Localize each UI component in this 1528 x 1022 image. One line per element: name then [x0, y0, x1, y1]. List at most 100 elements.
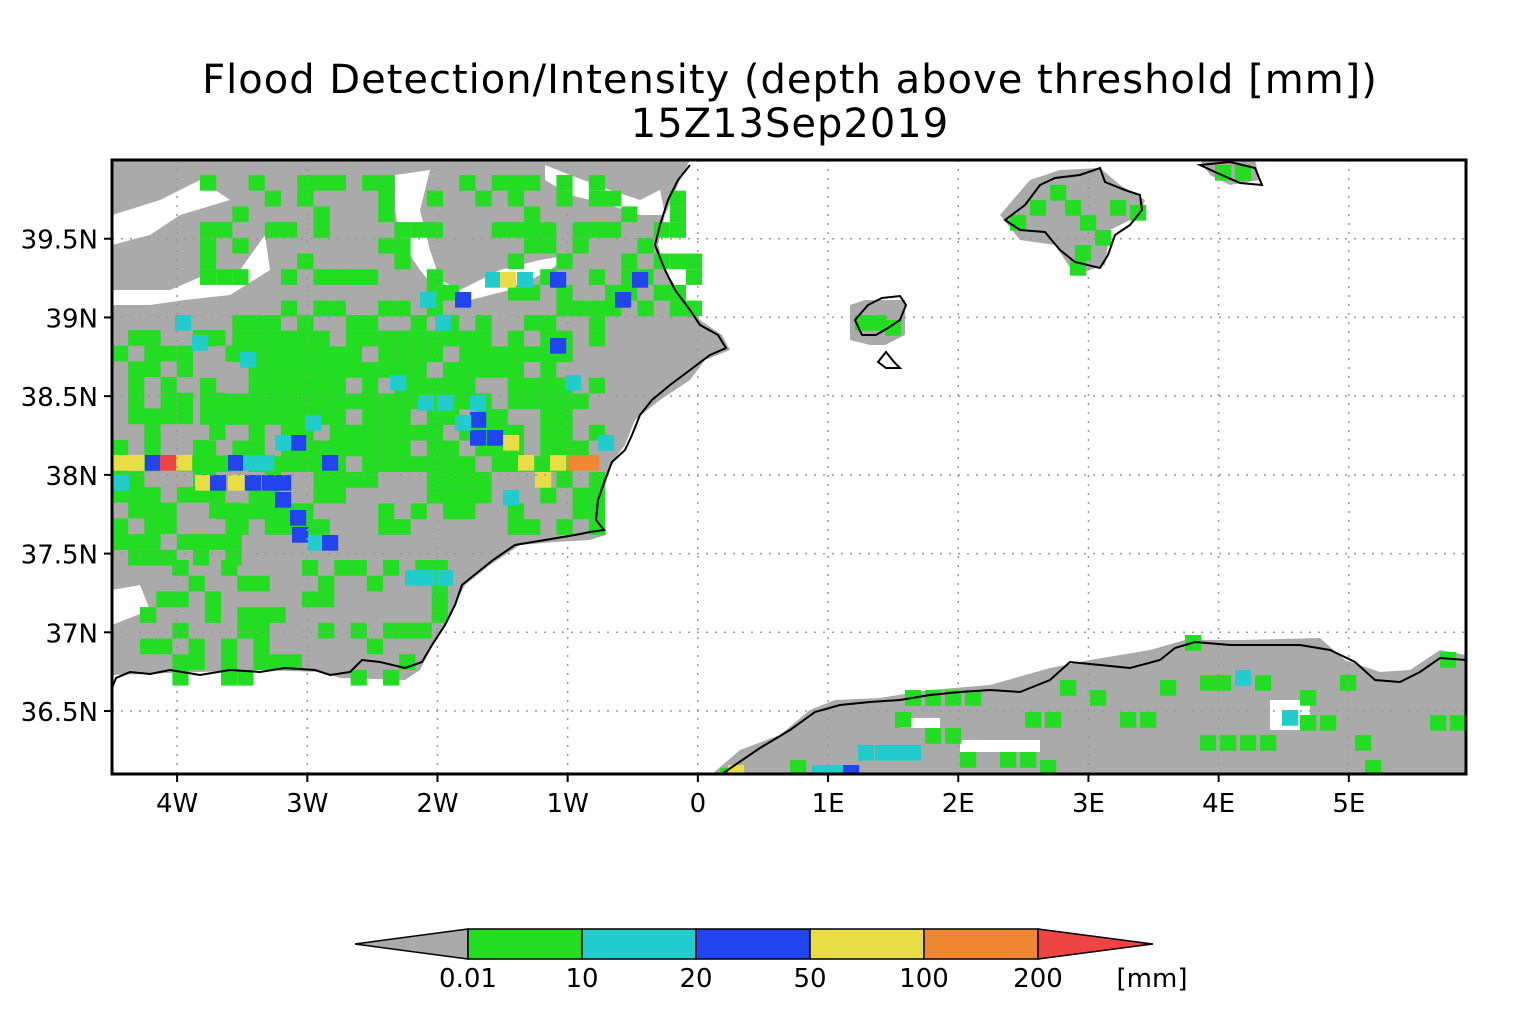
- flood-cell: [378, 175, 395, 191]
- flood-cell: [1240, 735, 1257, 751]
- flood-cell: [200, 377, 217, 394]
- flood-cell: [378, 362, 395, 378]
- flood-cell: [443, 330, 460, 347]
- flood-cell: [176, 361, 193, 378]
- flood-cell: [243, 455, 260, 471]
- flood-cell: [858, 745, 875, 761]
- flood-cell: [345, 269, 362, 285]
- flood-cell: [540, 424, 557, 441]
- flood-cell: [572, 440, 589, 457]
- flood-cell: [322, 535, 339, 551]
- flood-cell: [524, 284, 541, 301]
- flood-cells: [112, 165, 1466, 774]
- flood-cell: [113, 455, 130, 471]
- flood-cell: [556, 253, 573, 270]
- flood-cell: [313, 362, 330, 378]
- flood-cell: [144, 424, 161, 440]
- flood-cell: [540, 487, 557, 504]
- flood-cell: [193, 549, 210, 566]
- flood-cell: [507, 330, 524, 347]
- flood-cell: [313, 330, 330, 347]
- flood-cell: [827, 765, 844, 774]
- flood-cell: [378, 393, 395, 410]
- flood-cell: [209, 424, 226, 440]
- flood-cell: [418, 395, 435, 411]
- flood-cell: [145, 455, 162, 471]
- flood-cell: [156, 591, 173, 608]
- flood-cell: [399, 622, 416, 639]
- flood-cell: [232, 440, 249, 457]
- map-plot-area: [112, 160, 1466, 774]
- flood-cell: [540, 315, 557, 331]
- flood-cell: [378, 503, 395, 520]
- flood-cell: [232, 330, 249, 347]
- flood-cell: [128, 330, 145, 346]
- flood-cell: [297, 315, 314, 331]
- flood-cell: [329, 393, 346, 410]
- flood-cell: [637, 237, 654, 254]
- flood-cell: [378, 409, 395, 425]
- flood-cell: [350, 669, 367, 686]
- flood-cell: [426, 456, 443, 472]
- coastlines: [112, 160, 1466, 774]
- flood-cell: [588, 377, 605, 394]
- flood-cell: [1075, 245, 1092, 261]
- flood-cell: [329, 377, 346, 394]
- flood-cell: [248, 409, 265, 425]
- flood-cell: [113, 475, 130, 491]
- flood-cell: [248, 503, 265, 520]
- flood-cell: [686, 253, 703, 270]
- lon-tick-label: 3E: [1072, 789, 1105, 819]
- flood-cell: [195, 475, 212, 491]
- flood-cell: [507, 346, 524, 363]
- flood-cell: [112, 487, 129, 503]
- flood-cell: [221, 638, 238, 655]
- flood-cell: [443, 377, 460, 394]
- flood-cell: [540, 222, 557, 238]
- flood-cell: [362, 315, 379, 331]
- flood-cell: [362, 175, 379, 191]
- flood-cell: [507, 175, 524, 191]
- flood-cell: [459, 487, 476, 504]
- map-frame: [110, 158, 1468, 776]
- flood-cell: [1020, 752, 1037, 768]
- flood-cell: [728, 765, 745, 774]
- flood-cell: [176, 455, 193, 471]
- flood-cell: [329, 440, 346, 457]
- flood-cell: [507, 503, 524, 520]
- flood-cell: [313, 472, 330, 488]
- flood-cell: [264, 330, 281, 347]
- flood-cell: [572, 487, 589, 504]
- flood-cell: [297, 456, 314, 472]
- flood-cell: [588, 175, 605, 191]
- flood-cell: [1200, 675, 1217, 691]
- north-africa-land: [712, 638, 1466, 774]
- flood-cell: [172, 654, 189, 670]
- flood-cell: [160, 408, 177, 425]
- flood-cell: [345, 362, 362, 378]
- flood-cell: [313, 377, 330, 394]
- flood-cell: [378, 456, 395, 472]
- flood-cell: [1040, 760, 1057, 774]
- flood-cell: [390, 375, 407, 391]
- flood-cell: [540, 393, 557, 410]
- flood-cell: [237, 607, 254, 623]
- flood-cell: [588, 315, 605, 331]
- flood-cell: [362, 440, 379, 457]
- flood-cell: [383, 622, 400, 639]
- flood-cell: [410, 222, 427, 238]
- lat-tick-label: 38.5N: [21, 383, 98, 413]
- flood-cell: [653, 284, 670, 301]
- flood-cell: [503, 490, 520, 506]
- flood-cell: [225, 502, 242, 519]
- flood-cell: [362, 472, 379, 488]
- flood-cell: [437, 395, 454, 411]
- flood-cell: [237, 622, 254, 639]
- flood-cell: [524, 222, 541, 238]
- flood-cell: [378, 330, 395, 347]
- flood-cell: [669, 190, 686, 207]
- flood-cell: [435, 315, 452, 331]
- flood-cell: [556, 284, 573, 301]
- flood-cell: [1030, 200, 1047, 216]
- flood-cell: [1300, 715, 1317, 731]
